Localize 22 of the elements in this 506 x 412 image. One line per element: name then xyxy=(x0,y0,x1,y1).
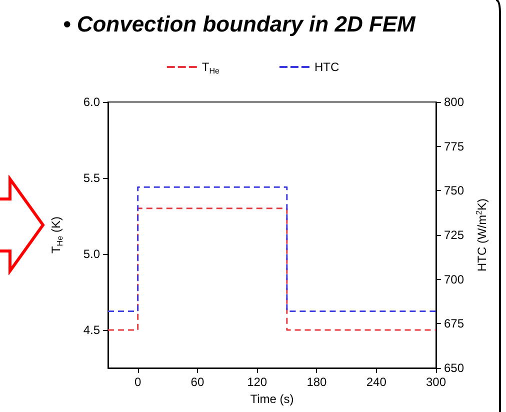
x-tick-label: 240 xyxy=(366,375,387,389)
x-tick-label: 120 xyxy=(247,375,268,389)
y2-tick-label: 800 xyxy=(444,95,464,109)
x-tick-label: 300 xyxy=(426,375,446,389)
y2-tick-label: 775 xyxy=(444,139,464,154)
x-axis-title: Time (s) xyxy=(250,392,294,406)
y-axis-title: THe (K) xyxy=(49,216,64,254)
y2-tick-label: 725 xyxy=(444,228,464,242)
y2-tick-label: 750 xyxy=(444,184,464,198)
y-tick-label: 4.5 xyxy=(83,323,100,337)
x-tick-label: 180 xyxy=(306,375,328,389)
legend-label: HTC xyxy=(314,60,340,74)
y-tick-label: 5.5 xyxy=(83,171,100,185)
y2-tick-label: 675 xyxy=(444,316,464,331)
chart-title: • Convection boundary in 2D FEM xyxy=(63,12,416,36)
y-tick-label: 5.0 xyxy=(83,247,100,261)
y2-axis-title: HTC (W/m2K) xyxy=(474,198,489,272)
x-tick-label: 0 xyxy=(134,375,142,389)
y2-tick-label: 650 xyxy=(444,361,464,375)
y-tick-label: 6.0 xyxy=(83,95,100,109)
y2-tick-label: 700 xyxy=(444,272,464,286)
x-tick-label: 60 xyxy=(190,375,204,389)
